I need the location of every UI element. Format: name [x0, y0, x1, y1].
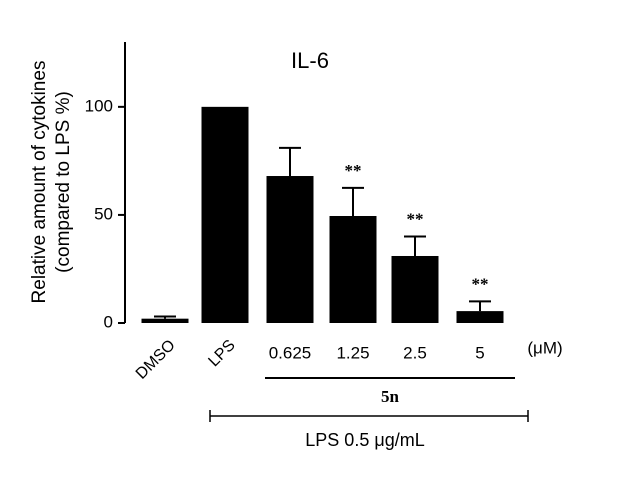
x-tick-label: 5	[475, 343, 484, 362]
bar	[329, 216, 377, 323]
y-tick-label: 100	[85, 96, 113, 115]
x-tick-label: 2.5	[403, 343, 427, 362]
bar	[456, 311, 504, 323]
bar	[141, 318, 189, 323]
y-tick-label: 50	[94, 204, 113, 223]
unit-label: (μM)	[527, 338, 562, 357]
significance-label: **	[345, 161, 362, 180]
treatment-label: LPS 0.5 μg/mL	[305, 430, 424, 450]
x-tick-label: LPS	[205, 337, 238, 370]
y-label-line: Relative amount of cytokines	[29, 61, 50, 304]
y-axis-label: Relative amount of cytokines (compared t…	[29, 61, 74, 304]
bar	[201, 106, 249, 323]
x-tick-label: 1.25	[336, 343, 369, 362]
chart-title: IL-6	[291, 48, 329, 73]
x-tick-label: DMSO	[133, 337, 179, 383]
y-tick-label: 0	[104, 312, 113, 331]
x-tick-label: 0.625	[269, 343, 312, 362]
bar	[266, 176, 314, 323]
significance-label: **	[472, 274, 489, 293]
significance-label: **	[407, 209, 424, 228]
group-label: 5n	[381, 387, 400, 406]
bar	[391, 255, 439, 323]
y-label-line: (compared to LPS %)	[53, 91, 74, 273]
